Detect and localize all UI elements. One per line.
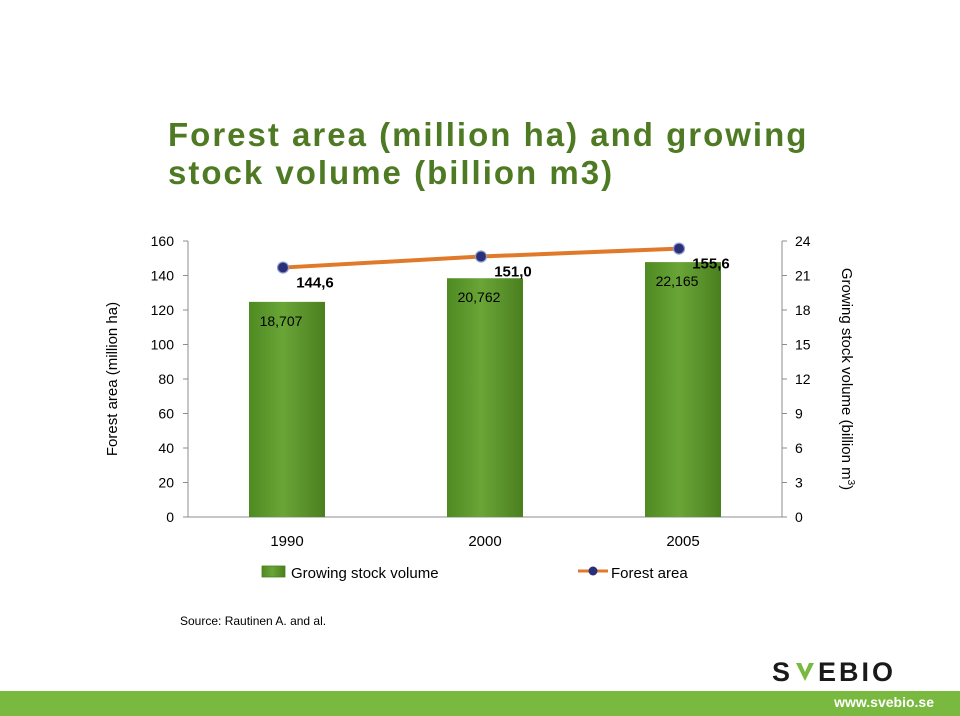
- y-right-tick-label: 3: [795, 475, 803, 491]
- chart-title: Forest area (million ha) and growing sto…: [168, 116, 888, 192]
- y-left-tick-label: 80: [158, 371, 174, 387]
- y-left-tick-label: 160: [151, 233, 175, 249]
- chart-title-line-1: Forest area (million ha) and growing: [168, 116, 809, 153]
- y-left-tick-label: 140: [151, 268, 175, 284]
- website-url[interactable]: www.svebio.se: [834, 694, 934, 710]
- y-left-tick-label: 120: [151, 302, 175, 318]
- y-left-axis-title: Forest area (million ha): [104, 302, 121, 456]
- line-point-forest-area: [276, 261, 290, 274]
- y-right-tick-label: 9: [795, 406, 803, 422]
- line-data-label: 155,6: [692, 256, 730, 273]
- y-right-tick-label: 24: [795, 233, 811, 249]
- bar-growing-stock-volume: [447, 278, 523, 517]
- bar-growing-stock-volume: [249, 301, 325, 517]
- y-right-tick-label: 0: [795, 509, 803, 525]
- line-point-forest-area: [672, 242, 686, 255]
- svebio-logo: S EBIO: [772, 657, 942, 690]
- line-data-label: 144,6: [296, 275, 334, 292]
- y-right-tick-label: 21: [795, 268, 811, 284]
- bar-data-label: 22,165: [656, 273, 699, 289]
- y-left-tick-label: 40: [158, 440, 174, 456]
- y-right-axis-title: Growing stock volume (billion m3): [838, 268, 856, 490]
- x-tick-label: 2005: [666, 533, 699, 550]
- chart-title-line-2: stock volume (billion m3): [168, 154, 615, 191]
- footer-bar: [0, 691, 960, 716]
- y-right-tick-label: 15: [795, 337, 811, 353]
- y-right-tick-label: 18: [795, 302, 811, 318]
- bar-data-label: 20,762: [458, 289, 501, 305]
- source-note: Source: Rautinen A. and al.: [180, 614, 327, 628]
- legend-label-growing-stock-volume: Growing stock volume: [291, 565, 439, 582]
- y-right-tick-label: 12: [795, 371, 811, 387]
- y-left-tick-label: 100: [151, 337, 175, 353]
- legend-swatch-growing-stock-volume: [261, 565, 286, 578]
- svebio-logo-image: S EBIO: [772, 657, 896, 687]
- combo-chart: 0 20 40 60 80 100 120 140 160 0 3 6 9 12 15 18 21 24 Fores…: [104, 233, 856, 582]
- legend-swatch-forest-area-marker: [588, 566, 598, 576]
- legend-label-forest-area: Forest area: [611, 565, 688, 582]
- line-data-label: 151,0: [494, 264, 532, 281]
- x-tick-label: 2000: [468, 533, 501, 550]
- y-left-tick-label: 60: [158, 406, 174, 422]
- y-left-tick-label: 20: [158, 475, 174, 491]
- line-point-forest-area: [474, 250, 488, 263]
- y-right-tick-label: 6: [795, 440, 803, 456]
- svg-text:EBIO: EBIO: [818, 659, 896, 685]
- svg-text:S: S: [772, 659, 793, 685]
- x-tick-label: 1990: [270, 533, 303, 550]
- bar-growing-stock-volume: [645, 262, 721, 517]
- bar-data-label: 18,707: [260, 313, 303, 329]
- y-left-tick-label: 0: [166, 509, 174, 525]
